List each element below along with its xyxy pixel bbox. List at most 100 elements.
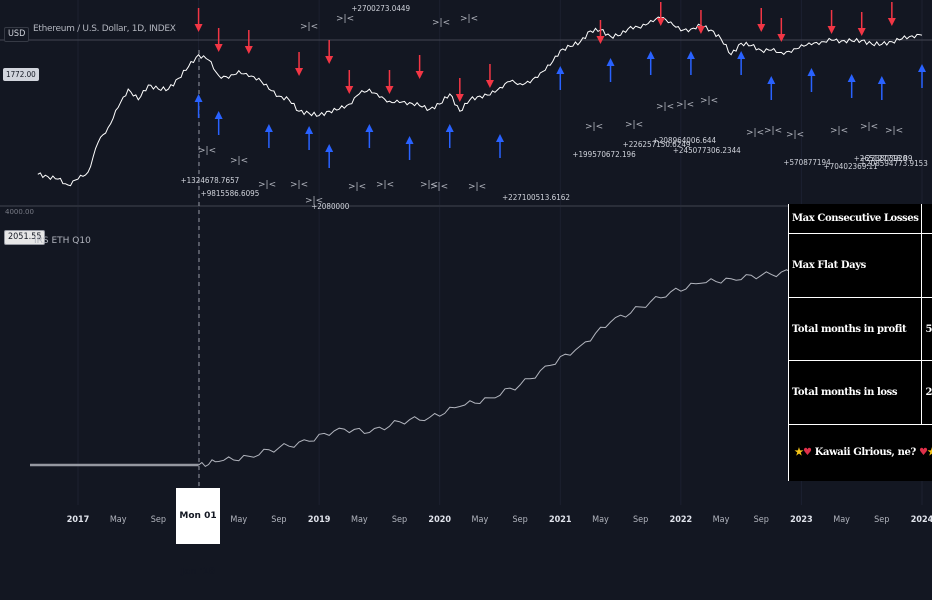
time-axis-label: Sep bbox=[874, 515, 889, 525]
buy-arrow bbox=[215, 111, 223, 135]
buy-arrow bbox=[195, 94, 203, 118]
buy-arrow bbox=[305, 126, 313, 150]
trade-marker: >|< bbox=[656, 102, 674, 112]
trade-marker: >|< bbox=[230, 156, 248, 166]
time-axis-label: 2023 bbox=[790, 515, 813, 525]
stats-value: 22 bbox=[922, 361, 932, 424]
buy-arrow bbox=[767, 76, 775, 100]
trade-marker: >|< bbox=[764, 126, 782, 136]
time-axis-label: May bbox=[592, 515, 609, 525]
symbol-title: Ethereum / U.S. Dollar, 1D, INDEX bbox=[33, 24, 176, 34]
stats-row: Max Flat Days 1 bbox=[789, 234, 932, 297]
trade-marker: >|< bbox=[585, 122, 603, 132]
sell-arrow bbox=[456, 78, 464, 102]
sell-arrow bbox=[858, 12, 866, 36]
sell-arrow bbox=[245, 30, 253, 54]
sell-arrow bbox=[697, 10, 705, 34]
buy-arrow bbox=[406, 136, 414, 160]
buy-arrow bbox=[737, 51, 745, 75]
time-axis-label: Sep bbox=[633, 515, 648, 525]
time-axis-label: 2017 bbox=[67, 515, 90, 525]
sell-arrow bbox=[345, 70, 353, 94]
trade-marker: >|< bbox=[432, 18, 450, 28]
sell-arrow bbox=[195, 8, 203, 32]
sell-arrow bbox=[385, 70, 393, 94]
heart-icon: ♥ bbox=[919, 447, 928, 458]
signal-label: +199570672.196 bbox=[572, 150, 635, 159]
stats-footer-row: ★♥ Kawaii Glrious, ne? ♥★ bbox=[789, 424, 932, 481]
trade-marker: >|< bbox=[885, 126, 903, 136]
sell-arrow bbox=[777, 18, 785, 42]
time-axis-label: Sep bbox=[151, 515, 166, 525]
sell-arrow bbox=[486, 64, 494, 88]
stats-footer: ★♥ Kawaii Glrious, ne? ♥★ bbox=[789, 424, 932, 481]
time-axis-label: Sep bbox=[271, 515, 286, 525]
star-icon: ★ bbox=[928, 447, 932, 458]
sell-arrow bbox=[888, 2, 896, 26]
time-axis-label: 2020 bbox=[428, 515, 451, 525]
signal-label: +245077306.2344 bbox=[673, 146, 741, 155]
buy-arrow bbox=[918, 64, 926, 88]
buy-arrow bbox=[265, 124, 273, 148]
signal-label: +208594773.9153 bbox=[860, 159, 928, 168]
sell-arrow bbox=[757, 8, 765, 32]
stats-label: Max Consecutive Losses bbox=[789, 204, 922, 234]
trade-marker: >|< bbox=[460, 14, 478, 24]
signal-label: +227100513.6162 bbox=[502, 193, 570, 202]
time-axis-label: May bbox=[713, 515, 730, 525]
crosshair-date-label: Mon 01 Jan '18 bbox=[176, 488, 220, 544]
stats-row: Max Consecutive Losses 2 bbox=[789, 204, 932, 234]
trade-marker: >|< bbox=[860, 122, 878, 132]
stats-label: Total months in loss bbox=[789, 361, 922, 424]
trade-marker: >|< bbox=[300, 22, 318, 32]
time-axis-label: May bbox=[472, 515, 489, 525]
signal-label: +2700273.0449 bbox=[351, 4, 410, 13]
sell-arrow bbox=[325, 40, 333, 64]
stats-value: 50 bbox=[922, 297, 932, 360]
time-axis-label: Sep bbox=[754, 515, 769, 525]
sell-arrow bbox=[657, 2, 665, 26]
signal-label: +9815586.6095 bbox=[201, 189, 260, 198]
time-axis-label: May bbox=[230, 515, 247, 525]
stats-table: Max Consecutive Losses 2 Max Flat Days 1… bbox=[788, 204, 932, 481]
time-axis-label: Sep bbox=[392, 515, 407, 525]
trade-marker: >|< bbox=[258, 180, 276, 190]
trade-marker: >|< bbox=[676, 100, 694, 110]
trade-marker: >|< bbox=[336, 14, 354, 24]
trade-marker: >|< bbox=[305, 196, 323, 206]
buy-arrow bbox=[647, 51, 655, 75]
stats-row: Total months in loss 22 bbox=[789, 361, 932, 424]
heart-icon: ♥ bbox=[803, 447, 812, 458]
currency-button[interactable]: USD bbox=[4, 27, 29, 42]
trade-marker: >|< bbox=[468, 182, 486, 192]
buy-arrow bbox=[365, 124, 373, 148]
time-axis-label: Sep bbox=[512, 515, 527, 525]
trade-marker: >|< bbox=[830, 126, 848, 136]
last-price-label: 1772.00 bbox=[3, 68, 39, 81]
buy-arrow bbox=[807, 68, 815, 92]
time-axis-label: May bbox=[110, 515, 127, 525]
buy-arrow bbox=[325, 144, 333, 168]
stats-row: Total months in profit 50 bbox=[789, 297, 932, 360]
pane-scale-value: 4000.00 bbox=[5, 208, 34, 216]
trade-marker: >|< bbox=[198, 146, 216, 156]
strategy-title: IRS ETH Q10 bbox=[34, 236, 91, 246]
time-axis-label: May bbox=[833, 515, 850, 525]
sell-arrow bbox=[416, 55, 424, 79]
time-axis-label: 2022 bbox=[670, 515, 693, 525]
time-axis-label: 2024 bbox=[911, 515, 932, 525]
trade-marker: >|< bbox=[430, 182, 448, 192]
stats-value: 2 bbox=[922, 204, 932, 234]
time-axis-label: 2021 bbox=[549, 515, 572, 525]
time-axis-label: 2019 bbox=[308, 515, 331, 525]
sell-arrow bbox=[828, 10, 836, 34]
buy-arrow bbox=[556, 66, 564, 90]
footer-text: Kawaii Glrious, ne? bbox=[815, 447, 916, 458]
signal-label: +1324678.7657 bbox=[181, 176, 240, 185]
buy-arrow bbox=[496, 134, 504, 158]
buy-arrow bbox=[878, 76, 886, 100]
trade-marker: >|< bbox=[786, 130, 804, 140]
sell-arrow bbox=[295, 52, 303, 76]
stats-label: Max Flat Days bbox=[789, 234, 922, 297]
buy-arrow bbox=[848, 74, 856, 98]
